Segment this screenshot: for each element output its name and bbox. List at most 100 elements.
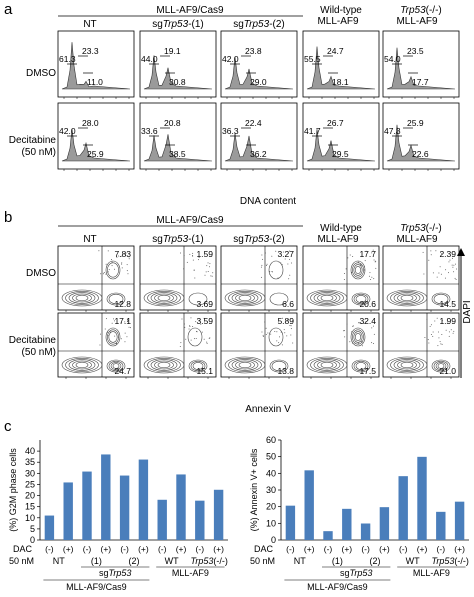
event-dot [343,273,345,275]
s-percent: 26.7 [327,118,344,128]
s-percent: 28.0 [82,118,99,128]
event-dot [445,269,447,271]
event-dot [422,251,424,253]
event-dot [121,262,123,264]
contour-line [353,331,363,343]
dac-sign: (+) [138,544,149,554]
event-dot [360,264,362,266]
event-dot [438,337,440,339]
dac-sign: (+) [213,544,224,554]
event-dot [455,279,457,281]
event-dot [358,322,360,324]
event-dot [190,317,192,319]
event-dot [375,267,377,269]
histogram-cell: 44.0 19.1 30.8 [139,30,217,99]
event-dot [128,326,130,328]
event-dot [207,270,209,272]
event-dot [430,250,432,252]
event-dot [128,258,130,260]
event-dot [455,263,457,265]
panel-a-col-label: Trp53(-/-) [400,5,442,16]
event-dot [440,273,442,275]
event-dot [448,272,450,274]
panel-a-col-label: sgTrp53-(1) [152,19,204,30]
dac-sign: (-) [158,544,167,554]
contour-line [72,360,92,370]
y-tick-label: 5 [30,524,35,534]
event-dot [100,333,102,335]
event-dot [209,266,211,268]
y-tick-label: 30 [25,468,35,478]
contour-line [397,293,417,303]
event-dot [206,265,208,267]
event-dot [124,254,126,256]
dac-sign: (+) [304,544,315,554]
event-dot [127,273,129,275]
g2m-percent: 17.7 [412,77,429,87]
panel-b-col-label: sgTrp53-(2) [233,234,285,245]
event-dot [436,276,438,278]
y-tick-label: 20 [25,491,35,501]
y-tick-label: 10 [25,513,35,523]
contour-line [106,359,126,373]
contour-line [386,356,428,374]
event-dot [179,252,181,254]
contour-line [354,333,362,341]
event-dot [197,259,199,261]
panel-a-col-label: sgTrp53-(2) [233,19,285,30]
bar [176,474,186,540]
bar [157,499,167,540]
footer-right: MLL-AF9 [172,568,209,578]
panel-a-row-label-decitabine: Decitabine [9,135,57,146]
contour-line [313,292,341,304]
contour-line [105,327,121,347]
event-dot [112,318,114,320]
event-dot [349,341,351,343]
event-dot [271,270,273,272]
g1-percent: 44.0 [141,54,158,64]
contour-line [190,360,206,372]
panel-b-row-label-dmso: DMSO [26,268,56,279]
y-tick-label: 20 [266,502,276,512]
group-2: (2) [129,556,140,566]
bar [213,489,224,540]
event-dot [289,325,291,327]
upper-right-percent: 17.7 [359,249,376,259]
event-dot [102,273,104,275]
panel-c-letter: c [4,418,12,435]
event-dot [127,320,129,322]
contour-frame [139,312,217,378]
g1-percent: 54.0 [384,54,401,64]
event-dot [446,322,448,324]
histogram-trace [386,47,456,90]
event-dot [441,253,443,255]
event-dot [206,342,208,344]
event-dot [208,337,210,339]
dac-label: DAC [13,544,33,554]
dac-sign: (-) [83,544,92,554]
event-dot [432,331,434,333]
event-dot [189,325,191,327]
event-dot [286,335,288,337]
event-dot [271,255,273,257]
contour-line [68,359,96,371]
contour-line [268,260,284,280]
event-dot [192,259,194,261]
contour-line [75,361,89,369]
y-tick-label: 30 [266,485,276,495]
bar [63,482,73,540]
event-dot [265,327,267,329]
event-dot [195,321,197,323]
event-dot [449,259,451,261]
bar [119,475,130,540]
dac-unit: 50 nM [250,556,275,566]
event-dot [371,342,373,344]
histogram-trace [306,129,376,162]
event-dot [270,333,272,335]
contour-line [110,362,122,370]
contour-line [107,262,119,278]
event-dot [371,276,373,278]
event-dot [199,319,201,321]
histogram-trace [224,56,294,90]
